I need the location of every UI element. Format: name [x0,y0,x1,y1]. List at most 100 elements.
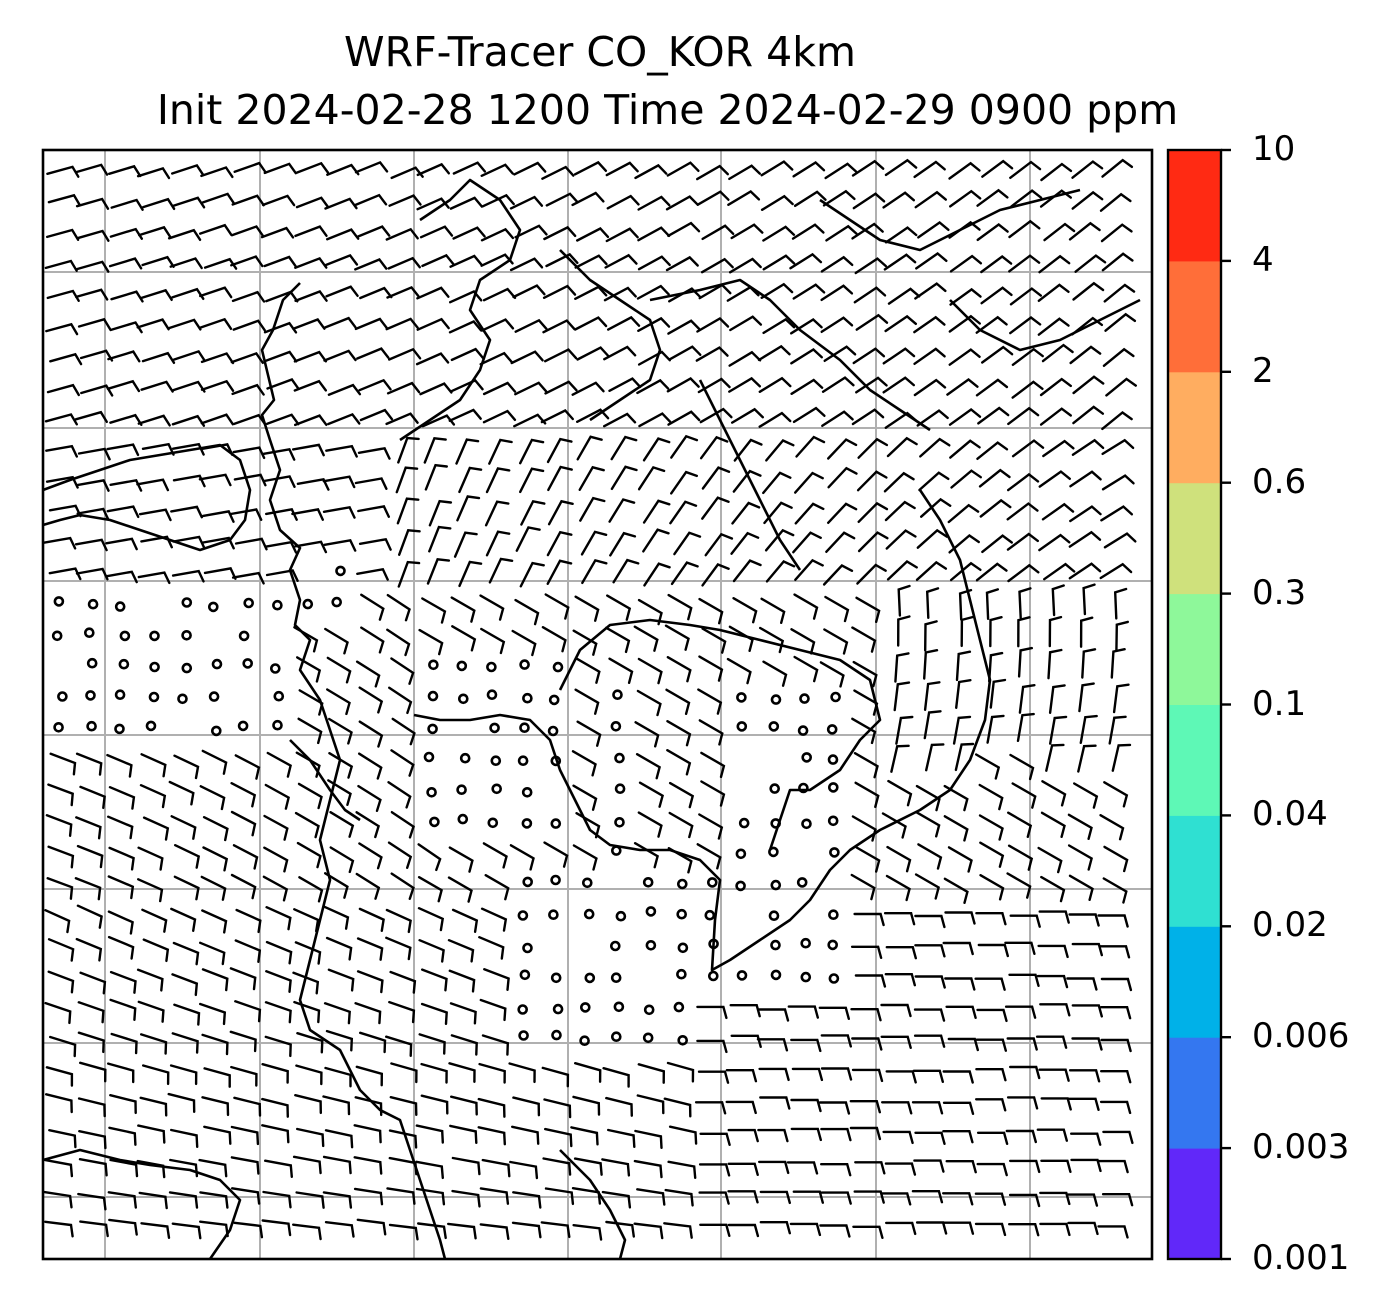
wind-barb [1038,254,1071,274]
wind-barb [398,529,421,556]
wind-barb [1018,684,1036,714]
wind-barb [1006,1037,1038,1051]
wind-barb [74,538,108,552]
wind-barb [696,843,722,870]
wind-barb [458,466,483,494]
calm-circle [768,910,780,922]
wind-barb [451,908,479,933]
colorbar-tick-label: 0.6 [1252,461,1307,502]
wind-barb [199,1220,229,1238]
wind-barb [949,287,982,306]
wind-barb [581,559,608,585]
wind-barb [449,1124,478,1144]
border-north-1 [399,178,522,442]
wind-barb [606,594,632,621]
wind-barb [825,531,856,553]
wind-barb [230,351,264,364]
wind-barb [324,627,349,655]
wind-barb [74,877,102,901]
colorbar-tick-label: 4 [1252,239,1274,280]
wind-barb [732,559,762,583]
wind-barb [1099,562,1133,580]
wind-barb [697,377,731,394]
wind-barb [792,531,822,554]
wind-barb [110,1032,138,1055]
wind-barb [447,876,473,903]
wind-barb [233,1221,264,1239]
wind-barb [265,569,299,582]
wind-barb [794,471,824,494]
wind-barb [75,937,103,962]
wind-barb [172,474,206,488]
wind-barb [948,161,981,180]
wind-barb [359,286,393,300]
calm-circle [645,906,657,917]
wind-barb [139,1096,168,1117]
wind-barb [642,528,670,553]
wind-barb [229,508,263,521]
wind-barb [1011,782,1037,809]
wind-barb [139,784,167,809]
wind-barb [976,1162,1008,1177]
wind-barb [1070,1158,1102,1173]
wind-barb [942,941,974,956]
wind-barb [1040,162,1073,182]
border-north-3 [649,278,931,432]
wind-barb [642,499,671,524]
wind-barb [543,225,577,241]
calm-circle [145,720,157,732]
wind-barb [388,1000,416,1024]
wind-barb [637,195,671,211]
wind-barb [1072,375,1105,395]
wind-barb [541,1066,570,1088]
wind-barb [944,977,976,991]
wind-barb [1100,505,1133,522]
wind-barb [914,914,946,929]
wind-barb [1038,1068,1070,1082]
wind-barb [728,164,761,181]
wind-barb [914,944,946,958]
wind-barb [327,383,362,396]
wind-barb [326,163,360,176]
wind-barb [167,228,202,241]
wind-barb [77,317,112,331]
wind-barb [1112,683,1130,714]
wind-barb [697,1070,730,1084]
wind-barb [915,251,948,270]
wind-barb [230,810,257,837]
wind-barb [1101,438,1135,456]
wind-barb [169,1064,198,1086]
calm-circle [552,1003,564,1015]
wind-barb [701,224,735,241]
wind-barb [882,191,915,209]
calm-circle [53,596,65,607]
wind-barb [137,571,171,585]
wind-barb [231,290,266,303]
wind-barb [46,228,80,241]
wind-barb [519,438,545,465]
wind-barb [201,909,228,934]
wind-barb [417,876,443,903]
calm-circle-field [51,565,841,1046]
wind-barb [913,378,947,397]
wind-barb [479,998,507,1022]
wind-barb [576,408,610,423]
wind-barb [479,1223,510,1240]
wind-barb [141,351,176,364]
wind-barb [428,499,453,527]
wind-barb [357,784,382,812]
wind-barb [262,475,296,488]
wind-barb [668,1125,698,1145]
wind-barb [575,657,601,684]
wind-barb [110,290,144,303]
calm-circle [610,845,622,856]
wind-barb [827,502,858,524]
calm-circle [238,630,250,642]
wind-barb [943,877,969,904]
wind-barb [295,751,321,778]
wind-barb [234,754,261,780]
wind-barb [415,352,450,366]
calm-circle [768,721,780,732]
wind-barb [855,313,889,331]
wind-barb [169,257,203,270]
